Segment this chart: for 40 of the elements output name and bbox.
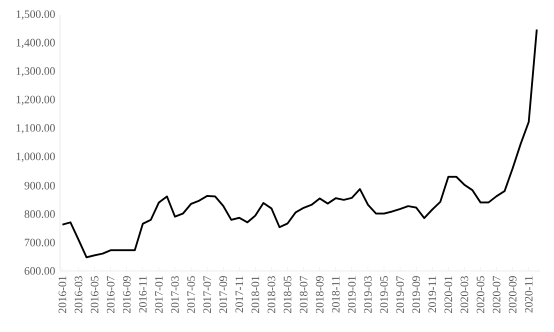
x-tick-label: 2019-09 (412, 276, 420, 313)
x-tick-label: 2018-05 (284, 276, 292, 313)
x-tick-label: 2019-07 (396, 276, 404, 313)
x-tick-label: 2019-01 (348, 276, 356, 313)
y-tick-label: 700.00 (24, 238, 55, 246)
x-tick-label: 2020-01 (444, 276, 452, 313)
y-tick-label: 1,000.00 (16, 152, 55, 162)
x-tick-label: 2018-11 (332, 276, 340, 313)
x-tick-label: 2020-07 (492, 276, 500, 313)
x-tick-label: 2020-11 (524, 276, 533, 313)
y-tick-label: 900.00 (24, 182, 55, 190)
y-tick-label: 1,400.00 (16, 38, 55, 48)
x-tick-label: 2016-11 (139, 276, 147, 313)
x-tick-label: 2019-03 (364, 276, 372, 313)
x-tick-label: 2020-09 (508, 276, 516, 313)
y-tick-label: 600.00 (24, 267, 55, 275)
x-tick-label: 2017-11 (235, 276, 244, 313)
y-tick-label: 1,300.00 (16, 67, 55, 77)
x-tick-label: 2020-03 (460, 276, 468, 313)
x-tick-label: 2017-09 (219, 276, 228, 313)
x-tick-label: 2016-09 (122, 276, 131, 313)
x-tick-label: 2018-03 (268, 276, 276, 313)
y-tick-label: 800.00 (24, 210, 55, 218)
x-tick-label: 2018-07 (300, 276, 308, 313)
x-tick-label: 2017-07 (203, 276, 211, 313)
x-tick-label: 2016-05 (90, 276, 98, 313)
x-tick-label: 2018-01 (252, 276, 260, 313)
x-tick-label: 2017-05 (187, 276, 195, 313)
y-tick-label: 1,200.00 (16, 96, 55, 105)
x-tick-label: 2018-09 (316, 276, 324, 313)
y-tick-label: 1,500.00 (16, 10, 55, 20)
x-tick-label: 2016-07 (106, 276, 114, 313)
x-tick-label: 2016-01 (58, 276, 66, 313)
x-tick-label: 2017-01 (155, 276, 163, 313)
x-tick-label: 2016-03 (74, 276, 82, 313)
x-tick-label: 2020-05 (476, 276, 484, 313)
x-tick-label: 2019-11 (428, 276, 436, 313)
y-tick-label: 1,100.00 (16, 124, 55, 134)
x-tick-label: 2017-03 (171, 276, 179, 313)
x-tick-label: 2019-05 (380, 276, 388, 313)
